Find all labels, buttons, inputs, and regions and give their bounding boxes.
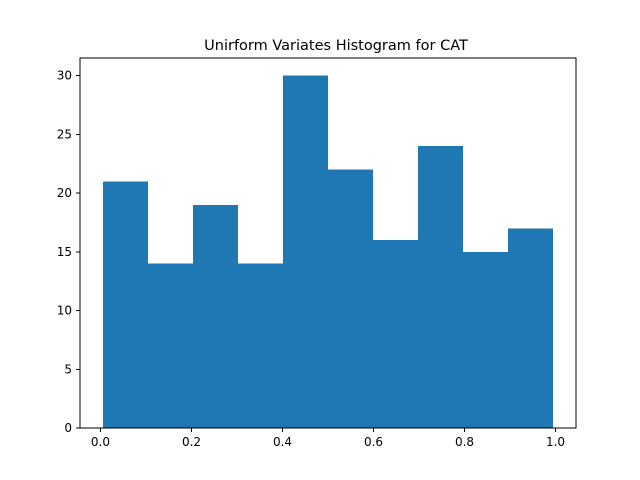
- y-tick-label-6: 30: [57, 69, 72, 83]
- plot-frame: [79, 57, 577, 429]
- bar-7: [373, 240, 419, 428]
- y-tick-label-0: 0: [64, 421, 72, 435]
- x-tick-label-4: 0.8: [455, 435, 474, 449]
- bar-5: [282, 75, 328, 428]
- bar-10: [508, 228, 554, 428]
- y-tick-label-2: 10: [57, 304, 72, 318]
- bar-3: [192, 204, 238, 428]
- bars-group: [102, 75, 554, 429]
- x-tick-label-0: 0.0: [91, 435, 110, 449]
- y-tick-label-4: 20: [57, 186, 72, 200]
- x-tick-label-3: 0.6: [364, 435, 383, 449]
- axes-group: [79, 57, 577, 429]
- bar-8: [418, 146, 464, 428]
- bar-1: [102, 181, 148, 428]
- y-tick-label-3: 15: [57, 245, 72, 259]
- x-axis-ticks: 0.0 0.2 0.4 0.6 0.8 1.0: [91, 428, 565, 449]
- x-tick-label-2: 0.4: [273, 435, 292, 449]
- x-tick-label-5: 1.0: [546, 435, 565, 449]
- bar-4: [237, 263, 283, 428]
- chart-title: Unirform Variates Histogram for CAT: [204, 38, 468, 54]
- x-tick-label-1: 0.2: [182, 435, 201, 449]
- bar-9: [463, 251, 509, 428]
- bar-2: [147, 263, 193, 428]
- y-tick-label-1: 5: [64, 362, 72, 376]
- bar-6: [328, 169, 374, 429]
- y-tick-label-5: 25: [57, 127, 72, 141]
- y-axis-ticks: 0 5 10 15 20 25 30: [57, 69, 80, 435]
